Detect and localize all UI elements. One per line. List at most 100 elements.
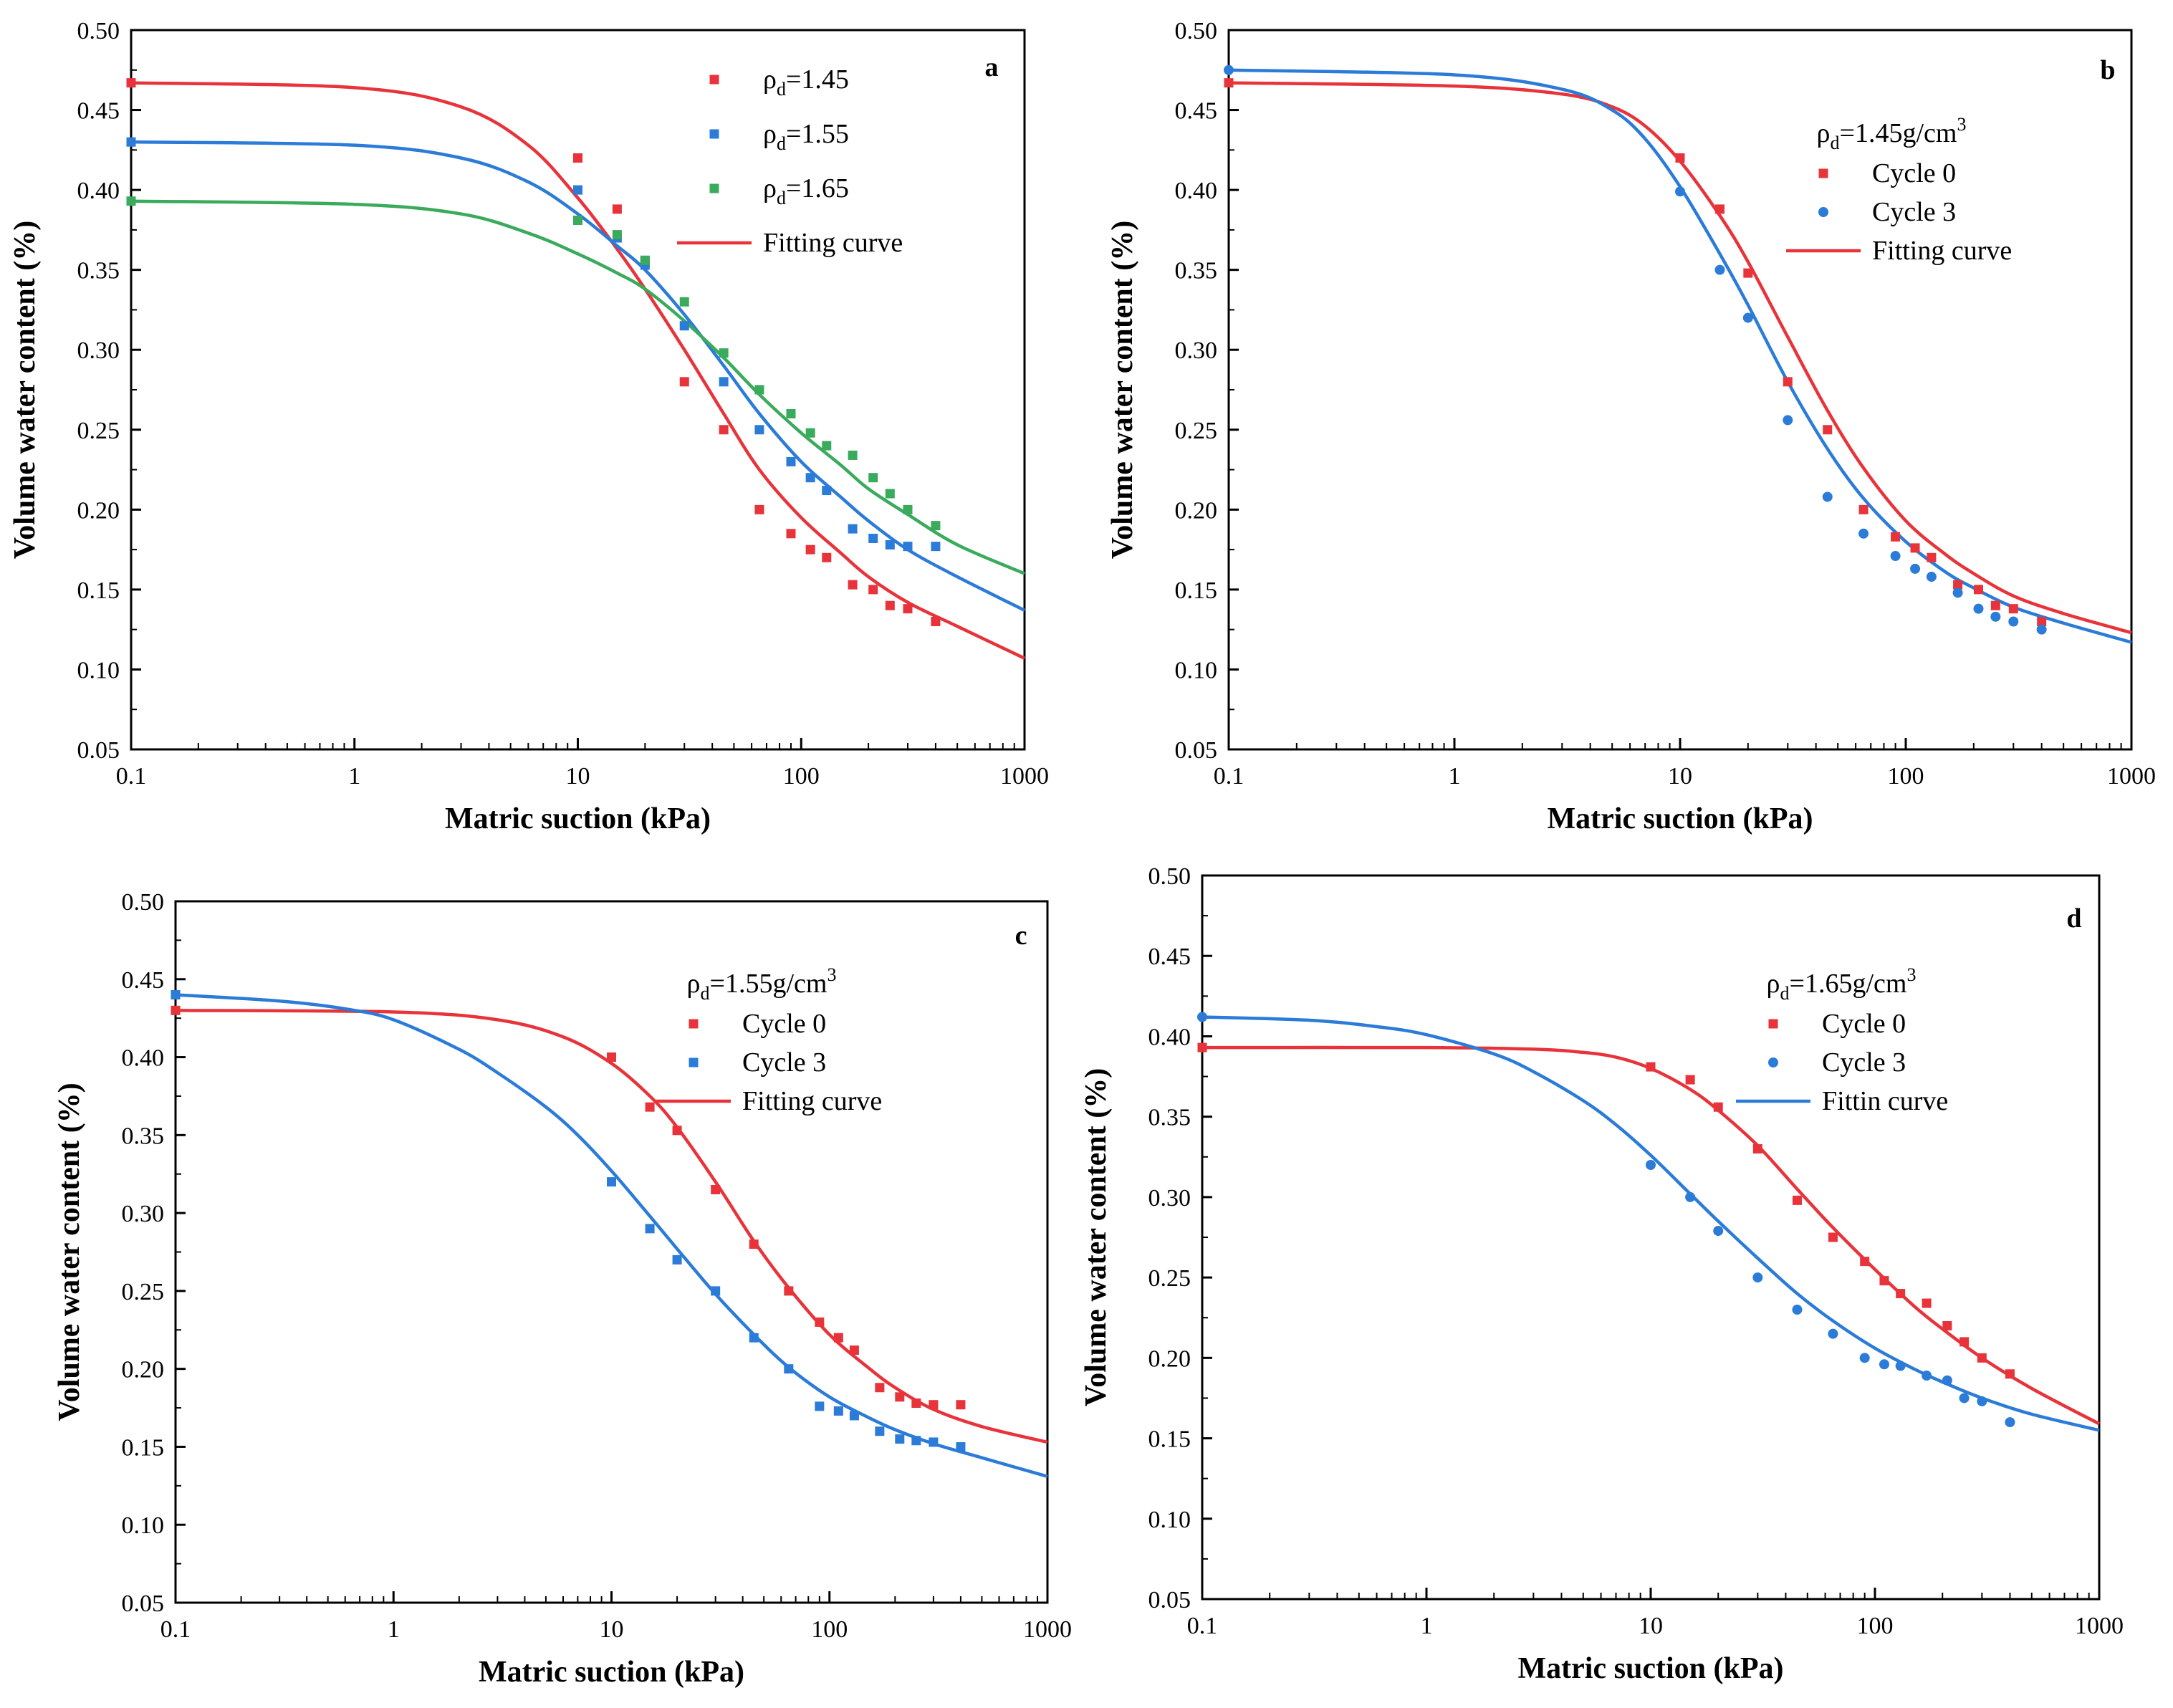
x-tick-label: 1000 <box>1000 763 1049 790</box>
y-tick-label: 0.35 <box>122 1123 165 1149</box>
data-point <box>2008 616 2019 627</box>
data-point <box>754 504 764 514</box>
data-point <box>833 1333 843 1343</box>
legend: ρd=1.55g/cm3 Cycle 0 Cycle 3 Fitting curve <box>656 964 882 1116</box>
panel-c: 0.05 0.10 0.15 0.20 0.25 0.30 0.35 0.40 0.45 0.50… <box>53 889 1072 1689</box>
data-point <box>1922 1371 1932 1381</box>
legend-marker <box>709 129 719 139</box>
legend-value: =1.65 <box>786 173 849 203</box>
y-tick-label: 0.45 <box>77 98 120 125</box>
legend-title-body: =1.55g/cm <box>710 969 828 999</box>
panel-letter: c <box>1015 921 1027 951</box>
y-tick-label: 0.40 <box>77 178 120 204</box>
y-tick-label: 0.40 <box>1175 178 1218 204</box>
data-point <box>672 1126 682 1136</box>
y-tick-label: 0.40 <box>122 1045 165 1072</box>
plot-frame <box>130 29 1026 751</box>
panel-letter: a <box>985 52 999 82</box>
data-point <box>868 473 878 483</box>
y-tick-label: 0.35 <box>1148 1105 1191 1131</box>
data-point <box>805 473 815 483</box>
x-tick-label: 10 <box>1668 763 1692 790</box>
data-point <box>719 377 729 387</box>
x-tick-label: 10 <box>600 1616 624 1643</box>
data-point <box>833 1406 843 1416</box>
legend-value: =1.55 <box>786 119 849 149</box>
legend-label: Fitting curve <box>742 1086 882 1116</box>
data-point <box>784 1286 794 1296</box>
data-point <box>1959 1393 1970 1404</box>
data-point <box>1828 1328 1838 1339</box>
data-point <box>822 486 832 496</box>
legend-rho: ρ <box>763 64 777 95</box>
fit-curve <box>130 199 1025 575</box>
x-tick-label: 10 <box>1639 1613 1663 1639</box>
y-tick-label: 0.10 <box>1148 1507 1191 1533</box>
data-point <box>1823 425 1833 435</box>
data-point <box>929 1400 939 1410</box>
y-tick-label: 0.45 <box>1148 944 1191 970</box>
data-point <box>931 542 941 552</box>
legend-label: Cycle 3 <box>1872 197 1956 227</box>
data-point <box>1858 528 1869 539</box>
data-point <box>719 348 729 358</box>
data-point <box>679 297 689 307</box>
legend-label: Cycle 3 <box>1822 1047 1906 1078</box>
data-point <box>903 542 913 552</box>
x-tick-label: 100 <box>1888 763 1924 790</box>
data-point <box>849 1411 859 1421</box>
data-point <box>711 1286 721 1296</box>
x-tick-label: 1000 <box>2075 1613 2124 1639</box>
data-point <box>822 441 832 451</box>
data-point <box>1879 1276 1889 1286</box>
data-point <box>1792 1305 1803 1315</box>
y-tick-label: 0.30 <box>77 337 120 364</box>
data-point <box>126 78 136 88</box>
x-tick-label: 0.1 <box>1187 1613 1218 1639</box>
y-tick-label: 0.15 <box>122 1434 165 1461</box>
data-point <box>1927 552 1937 562</box>
x-tick-label: 1 <box>388 1616 400 1643</box>
y-tick-label: 0.05 <box>1175 737 1218 764</box>
legend-marker <box>1818 168 1828 178</box>
data-point <box>1685 1191 1696 1202</box>
y-tick-label: 0.20 <box>1148 1345 1191 1372</box>
data-point <box>931 521 941 531</box>
data-point <box>679 377 689 387</box>
panel-letter: d <box>2066 903 2081 934</box>
fit-curve <box>1228 68 2132 644</box>
plot-frame <box>174 900 1049 1604</box>
data-point <box>868 533 878 543</box>
data-point <box>931 617 941 627</box>
data-point <box>848 524 858 534</box>
legend-title: ρd=1.45g/cm3 <box>1817 114 1967 153</box>
legend-label: Cycle 3 <box>742 1047 826 1078</box>
data-point <box>903 604 913 614</box>
data-point <box>849 1345 859 1356</box>
data-point <box>805 544 815 555</box>
y-tick-label: 0.15 <box>77 577 120 604</box>
data-point <box>1942 1375 1952 1386</box>
data-point <box>885 489 895 499</box>
data-point <box>754 425 764 435</box>
data-point <box>2005 1369 2015 1379</box>
x-tick-label: 1000 <box>1023 1616 1072 1643</box>
data-point <box>749 1239 759 1249</box>
data-point <box>1973 585 1983 595</box>
x-tick-label: 1 <box>1449 763 1461 790</box>
y-tick-label: 0.50 <box>77 18 120 44</box>
legend-title-rho: ρ <box>1817 118 1831 148</box>
y-tick-label: 0.40 <box>1148 1024 1191 1050</box>
data-point <box>573 153 582 163</box>
x-tick-label: 100 <box>811 1616 848 1643</box>
panel-letter: b <box>2100 55 2115 85</box>
x-tick-label: 1 <box>348 763 360 790</box>
y-tick-label: 0.50 <box>122 889 165 916</box>
y-tick-label: 0.50 <box>1175 18 1218 44</box>
data-point <box>1895 1361 1906 1371</box>
y-tick-label: 0.15 <box>1148 1426 1191 1453</box>
plot-frame <box>1201 874 2101 1601</box>
y-tick-label: 0.45 <box>1175 98 1218 125</box>
data-point <box>1953 580 1963 590</box>
